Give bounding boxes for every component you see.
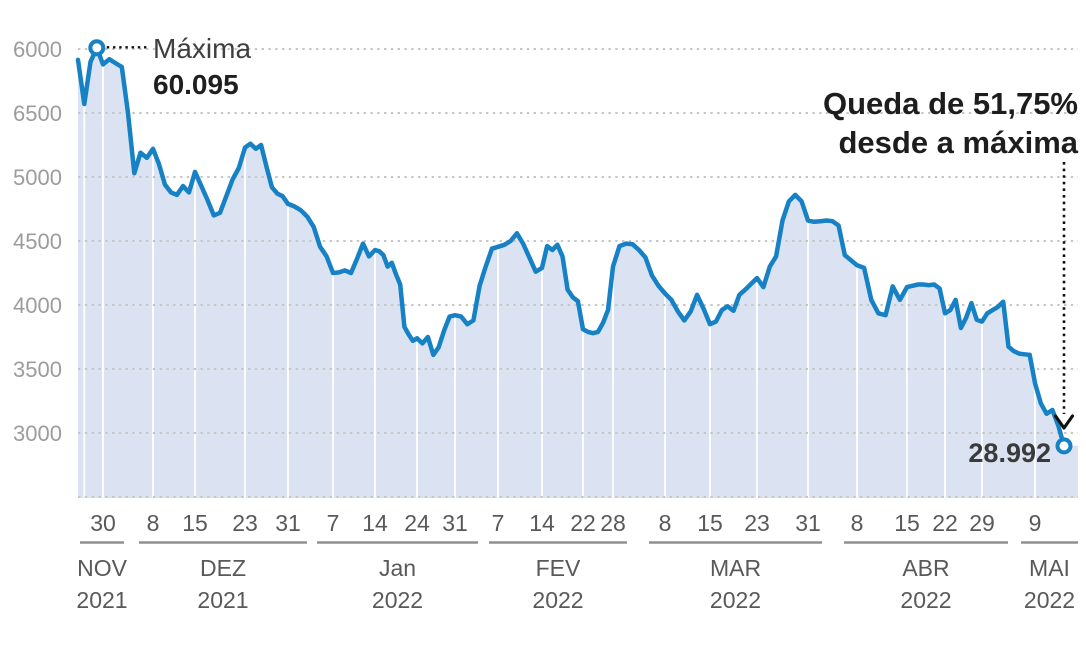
maxima-annotation-value: 60.095 bbox=[153, 69, 239, 100]
drawdown-annotation-line2: desde a máxima bbox=[838, 125, 1078, 160]
day-tick-label: 31 bbox=[795, 510, 821, 536]
day-tick-label: 8 bbox=[851, 510, 864, 536]
day-tick-label: 7 bbox=[327, 510, 340, 536]
day-tick-label: 8 bbox=[147, 510, 160, 536]
y-axis-label: 5000 bbox=[13, 165, 62, 190]
year-label: 2022 bbox=[532, 587, 583, 613]
maxima-marker bbox=[88, 39, 106, 57]
year-label: 2022 bbox=[1024, 587, 1075, 613]
day-tick-label: 31 bbox=[275, 510, 301, 536]
y-axis-label: 3500 bbox=[13, 357, 62, 382]
day-tick-label: 23 bbox=[232, 510, 258, 536]
drawdown-annotation-line1: Queda de 51,75% bbox=[822, 86, 1078, 121]
y-axis-label: 6500 bbox=[13, 101, 62, 126]
month-label: ABR bbox=[902, 555, 949, 581]
year-label: 2022 bbox=[710, 587, 761, 613]
day-tick-label: 8 bbox=[659, 510, 672, 536]
day-tick-label: 15 bbox=[894, 510, 920, 536]
month-label: FEV bbox=[536, 555, 581, 581]
maxima-annotation-label: Máxima bbox=[153, 33, 252, 64]
y-axis-label: 4500 bbox=[13, 229, 62, 254]
price-line bbox=[75, 45, 1067, 449]
day-tick-label: 15 bbox=[182, 510, 208, 536]
day-tick-label: 23 bbox=[744, 510, 770, 536]
day-tick-label: 22 bbox=[570, 510, 596, 536]
year-label: 2021 bbox=[197, 587, 248, 613]
year-label: 2022 bbox=[900, 587, 951, 613]
day-tick-label: 7 bbox=[492, 510, 505, 536]
day-tick-label: 29 bbox=[969, 510, 995, 536]
y-axis-label: 4000 bbox=[13, 293, 62, 318]
day-tick-label: 9 bbox=[1029, 510, 1042, 536]
last-value-annotation: 28.992 bbox=[968, 438, 1051, 468]
day-tick-label: 28 bbox=[600, 510, 626, 536]
month-label: DEZ bbox=[200, 555, 246, 581]
day-tick-label: 31 bbox=[442, 510, 468, 536]
month-label: MAR bbox=[710, 555, 761, 581]
y-axis-label: 6000 bbox=[13, 37, 62, 62]
day-tick-label: 15 bbox=[697, 510, 723, 536]
day-tick-label: 14 bbox=[362, 510, 388, 536]
day-tick-label: 22 bbox=[932, 510, 958, 536]
month-label: MAI bbox=[1029, 555, 1070, 581]
year-label: 2022 bbox=[372, 587, 423, 613]
last-point-marker bbox=[1055, 437, 1073, 455]
y-axis-label: 3000 bbox=[13, 421, 62, 446]
month-label: NOV bbox=[77, 555, 128, 581]
month-label: Jan bbox=[379, 555, 416, 581]
arrow-head-icon bbox=[1053, 414, 1075, 430]
day-tick-label: 24 bbox=[404, 510, 430, 536]
year-label: 2021 bbox=[76, 587, 127, 613]
drawdown-annotation: Queda de 51,75% desde a máxima bbox=[823, 84, 1078, 162]
day-tick-label: 14 bbox=[529, 510, 555, 536]
area-fill bbox=[78, 47, 1078, 499]
day-tick-label: 30 bbox=[90, 510, 116, 536]
